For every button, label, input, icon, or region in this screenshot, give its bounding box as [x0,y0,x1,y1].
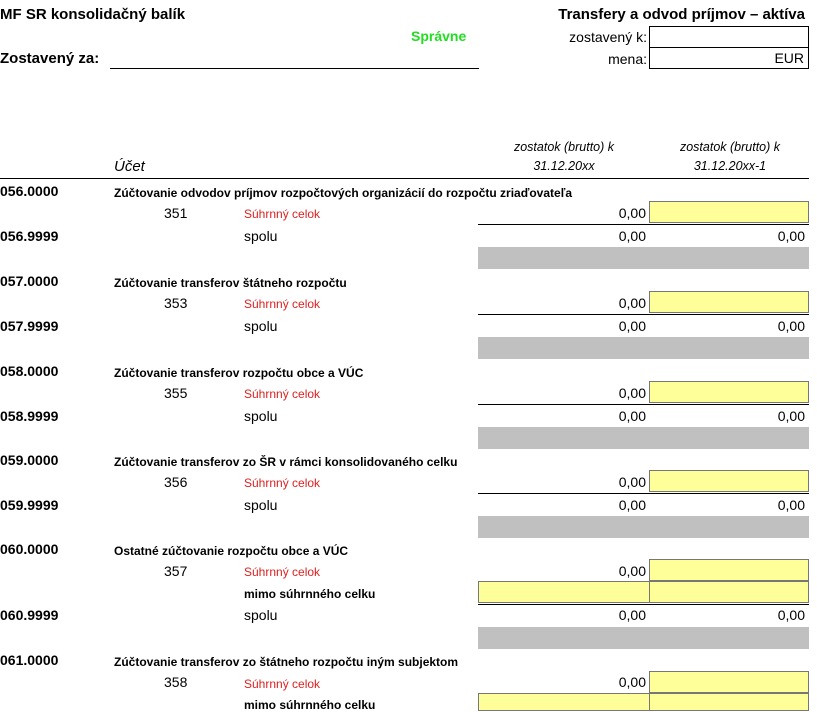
section-title: Ostatné zúčtovanie rozpočtu obce a VÚC [114,544,349,558]
section-separator [478,627,809,649]
account-number: 357 [164,563,188,579]
section-code: 059.0000 [0,452,59,468]
total-divider [478,404,809,405]
section-code: 058.0000 [0,363,59,379]
extra-previous-input[interactable] [649,581,809,603]
previous-value-input[interactable] [649,291,809,313]
account-label: Súhrnný celok [244,565,321,579]
section-code: 057.0000 [0,273,59,289]
total-divider [478,224,809,225]
previous-value-input[interactable] [649,381,809,403]
section-separator [478,427,809,449]
total-label: spolu [244,408,278,424]
previous-value-input[interactable] [649,470,809,492]
section-title: Zúčtovanie transferov rozpočtu obce a VÚ… [114,366,364,380]
account-column-label: Účet [114,158,145,175]
column-header-current: zostatok (brutto) k 31.12.20xx [480,138,648,176]
total-code: 059.9999 [0,497,59,513]
column-header-previous-line2: 31.12.20xx-1 [693,159,767,173]
total-previous: 0,00 [777,607,805,623]
total-previous: 0,00 [777,228,805,244]
total-previous: 0,00 [777,318,805,334]
currency-input[interactable]: EUR [649,47,809,69]
account-value: 0,00 [618,385,646,401]
previous-value-input[interactable] [649,201,809,223]
section-code: 056.0000 [0,183,59,199]
total-label: spolu [244,228,278,244]
section-separator [478,516,809,538]
total-code: 057.9999 [0,318,59,334]
extra-row-label: mimo súhrnného celku [244,587,376,601]
account-label: Súhrnný celok [244,476,321,490]
total-current: 0,00 [618,497,646,513]
total-current: 0,00 [618,607,646,623]
column-header-current-line2: 31.12.20xx [533,159,595,173]
header-divider [0,178,809,179]
column-header-previous-line1: zostatok (brutto) k [679,140,781,154]
total-divider [478,493,809,494]
account-number: 358 [164,674,188,690]
column-header-current-line1: zostatok (brutto) k [513,140,615,154]
workbook-title: MF SR konsolidačný balík [0,6,186,23]
section-separator [478,337,809,359]
account-value: 0,00 [618,474,646,490]
total-code: 060.9999 [0,607,59,623]
account-value: 0,00 [618,295,646,311]
section-separator [478,247,809,269]
section-title: Zúčtovanie transferov štátneho rozpočtu [114,276,347,290]
validation-status: Správne [411,28,467,44]
account-label: Súhrnný celok [244,387,321,401]
account-number: 355 [164,385,188,401]
section-title: Zúčtovanie odvodov príjmov rozpočtových … [114,186,572,200]
compiled-as-of-label: zostavený k: [569,29,647,45]
extra-current-input[interactable] [478,581,650,603]
total-label: spolu [244,607,278,623]
extra-current-input[interactable] [478,693,650,711]
section-title: Zúčtovanie transferov zo štátneho rozpoč… [114,655,459,669]
previous-value-input[interactable] [649,671,809,693]
total-previous: 0,00 [777,408,805,424]
compiled-for-field[interactable] [110,68,479,69]
extra-row-label: mimo súhrnného celku [244,698,376,712]
account-number: 356 [164,474,188,490]
total-current: 0,00 [618,318,646,334]
compiled-as-of-input[interactable] [649,26,809,48]
total-previous: 0,00 [777,497,805,513]
currency-value: EUR [774,50,804,66]
total-current: 0,00 [618,408,646,424]
previous-value-input[interactable] [649,559,809,581]
compiled-for-label: Zostavený za: [0,50,100,67]
account-value: 0,00 [618,674,646,690]
total-code: 056.9999 [0,228,59,244]
extra-previous-input[interactable] [649,693,809,711]
total-label: spolu [244,497,278,513]
account-value: 0,00 [618,205,646,221]
account-value: 0,00 [618,563,646,579]
column-header-previous: zostatok (brutto) k 31.12.20xx-1 [646,138,814,176]
total-code: 058.9999 [0,408,59,424]
section-title: Zúčtovanie transferov zo ŠR v rámci kons… [114,455,458,469]
total-divider [478,314,809,315]
account-number: 351 [164,205,188,221]
section-code: 061.0000 [0,652,59,668]
section-code: 060.0000 [0,541,59,557]
currency-label: mena: [608,51,647,67]
account-number: 353 [164,295,188,311]
account-label: Súhrnný celok [244,297,321,311]
total-divider [478,604,809,605]
account-label: Súhrnný celok [244,207,321,221]
total-label: spolu [244,318,278,334]
total-current: 0,00 [618,228,646,244]
account-label: Súhrnný celok [244,677,321,691]
sheet-title: Transfery a odvod príjmov – aktíva [558,6,805,23]
